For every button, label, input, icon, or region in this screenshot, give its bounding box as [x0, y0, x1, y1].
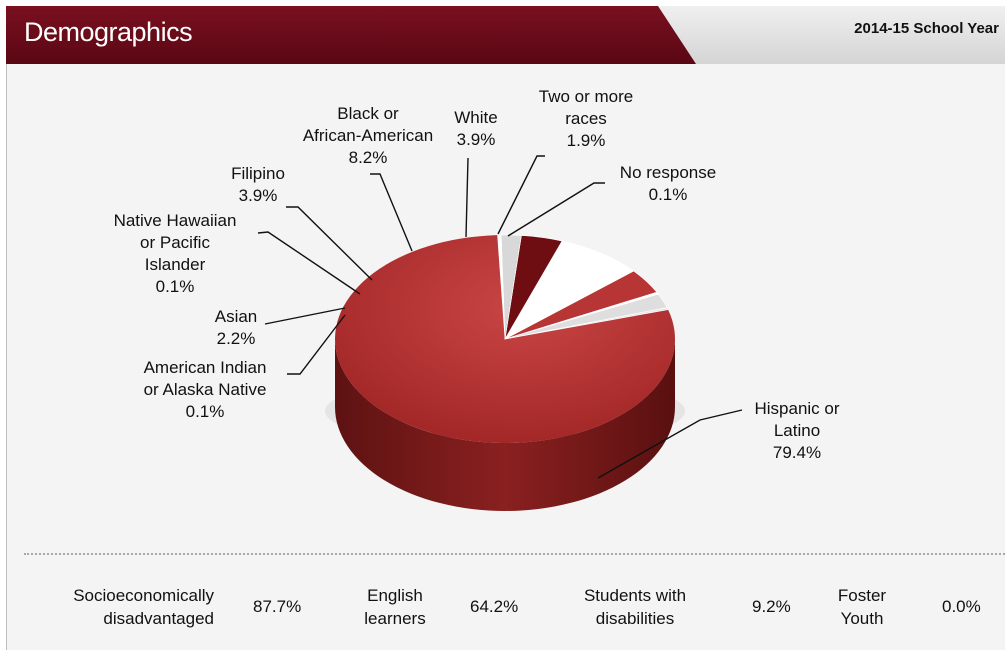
- label-american-indian-or-alaska-native: American Indian or Alaska Native 0.1%: [144, 357, 267, 423]
- label-value: 1.9%: [566, 131, 606, 150]
- stat-label-line: Foster: [837, 586, 887, 605]
- label-value: 2.2%: [216, 329, 256, 348]
- stat-label: Socioeconomically disadvantaged: [38, 584, 214, 630]
- pie-side-surface: [335, 339, 675, 511]
- label-white: White 3.9%: [454, 107, 497, 151]
- label-text: Black or: [337, 104, 399, 123]
- label-value: 0.1%: [185, 402, 225, 421]
- stat-value: 0.0%: [942, 597, 981, 616]
- label-value: 0.1%: [155, 277, 195, 296]
- stat-label-line: Socioeconomically: [73, 586, 214, 605]
- label-no-response: No response 0.1%: [620, 162, 716, 206]
- stat-label-line: learners: [364, 609, 426, 628]
- label-text: Two or more: [538, 87, 634, 106]
- label-text: American Indian: [143, 358, 267, 377]
- stat-value: 64.2%: [470, 597, 519, 616]
- label-text: Asian: [214, 307, 258, 326]
- stat-value: 9.2%: [752, 597, 791, 616]
- label-value: 8.2%: [348, 148, 388, 167]
- label-text: or Alaska Native: [143, 380, 267, 399]
- leader-no-response: [507, 182, 605, 237]
- stat-label-line: disabilities: [595, 609, 675, 628]
- leader-filipino: [286, 206, 373, 281]
- label-value: 3.9%: [238, 186, 278, 205]
- label-native-hawaiian-or-pacific-islander: Native Hawaiian or Pacific Islander 0.1%: [114, 210, 237, 298]
- label-text: Latino: [773, 421, 821, 440]
- label-text: White: [454, 108, 498, 127]
- pie-slices: [335, 234, 675, 443]
- label-text: races: [565, 109, 607, 128]
- slice-no-response: [497, 234, 506, 340]
- label-text: No response: [619, 163, 717, 182]
- leader-asian: [264, 307, 346, 325]
- label-text: Islander: [144, 255, 206, 274]
- label-filipino: Filipino 3.9%: [231, 163, 285, 207]
- header-bar: [6, 6, 1005, 64]
- page-title: Demographics: [24, 17, 193, 47]
- leader-white: [465, 157, 469, 238]
- label-black-or-african-american: Black or African-American 8.2%: [303, 103, 433, 169]
- stat-label-line: Youth: [840, 609, 884, 628]
- title-tab-background: [6, 6, 696, 64]
- leader-american-indian-or-alaska-native: [287, 314, 346, 375]
- leader-lines: [257, 155, 743, 479]
- label-text: Native Hawaiian: [113, 211, 237, 230]
- stat-label-line: Students with: [583, 586, 687, 605]
- panel-border: [6, 6, 7, 650]
- label-value: 79.4%: [772, 443, 822, 462]
- label-value: 0.1%: [648, 185, 688, 204]
- label-hispanic-or-latino: Hispanic or Latino 79.4%: [754, 398, 839, 464]
- stat-label: Foster Youth: [822, 584, 902, 630]
- school-year: 2014-15 School Year: [854, 20, 999, 37]
- section-divider: [24, 553, 1005, 555]
- stat-label: Students with disabilities: [560, 584, 710, 630]
- slice-black-or-african-american: [504, 240, 635, 340]
- leader-black-or-african-american: [370, 173, 413, 252]
- label-text: Filipino: [231, 164, 285, 183]
- label-asian: Asian 2.2%: [215, 306, 258, 350]
- stat-label-line: English: [367, 586, 423, 605]
- leader-native-hawaiian-or-pacific-islander: [257, 231, 361, 295]
- leader-hispanic-or-latino: [597, 409, 743, 479]
- label-two-or-more-races: Two or more races 1.9%: [539, 86, 633, 152]
- stat-label-line: disadvantaged: [103, 609, 214, 628]
- leader-two-or-more-races: [497, 155, 545, 235]
- label-text: Hispanic or: [754, 399, 840, 418]
- label-value: 3.9%: [456, 130, 496, 149]
- stat-label: English learners: [340, 584, 450, 630]
- label-text: African-American: [302, 126, 434, 145]
- stat-value: 87.7%: [253, 597, 302, 616]
- label-text: or Pacific: [140, 233, 210, 252]
